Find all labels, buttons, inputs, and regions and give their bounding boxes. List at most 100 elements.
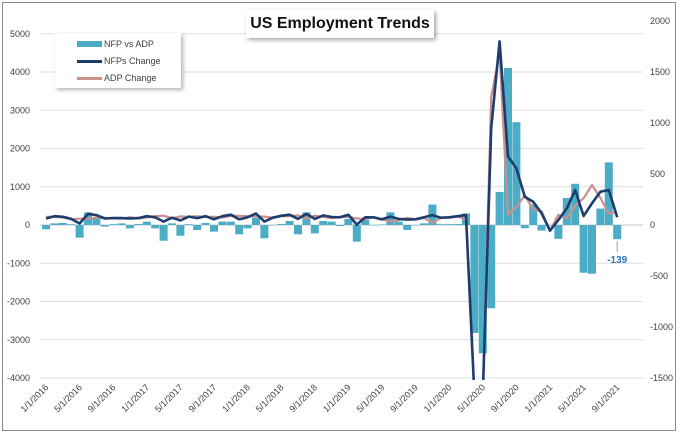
x-axis-tick-label: 5/1/2021 — [556, 382, 588, 414]
bar-nfp-vs-adp — [226, 221, 235, 225]
x-axis-tick-label: 9/1/2017 — [187, 382, 219, 414]
bar-nfp-vs-adp — [596, 208, 605, 225]
x-axis-tick-label: 9/1/2021 — [590, 382, 622, 414]
bar-nfp-vs-adp — [50, 223, 59, 225]
chart-frame — [2, 2, 676, 431]
left-axis-tick-label: 3000 — [10, 105, 30, 115]
bar-nfp-vs-adp — [411, 225, 420, 226]
bar-nfp-vs-adp — [109, 224, 118, 225]
bar-nfp-vs-adp — [394, 221, 403, 225]
bar-nfp-vs-adp — [193, 225, 202, 230]
left-axis-tick-label: -1000 — [7, 258, 30, 268]
legend-label: NFPs Change — [104, 56, 161, 66]
bar-nfp-vs-adp — [344, 218, 353, 225]
x-axis-tick-label: 9/1/2020 — [489, 382, 521, 414]
legend-swatch-line — [77, 76, 102, 80]
legend-label: ADP Change — [104, 73, 157, 83]
legend-item-nfps-change: NFPs Change — [77, 54, 161, 68]
x-axis-tick-label: 1/1/2019 — [321, 382, 353, 414]
bar-nfp-vs-adp — [520, 225, 529, 229]
bar-nfp-vs-adp — [100, 225, 109, 227]
line-nfps-change — [45, 40, 619, 380]
bar-nfp-vs-adp — [277, 223, 286, 225]
bar-nfp-vs-adp — [168, 223, 176, 225]
x-axis-tick-label: 5/1/2020 — [455, 382, 487, 414]
bar-nfp-vs-adp — [176, 225, 185, 236]
bar-nfp-vs-adp — [403, 225, 412, 230]
bar-nfp-vs-adp — [512, 122, 521, 225]
bar-nfp-vs-adp — [235, 225, 244, 235]
bar-nfp-vs-adp — [218, 221, 227, 225]
data-label: -139 — [607, 255, 627, 266]
left-axis-tick-label: 2000 — [10, 144, 30, 154]
x-axis-tick-label: 1/1/2017 — [119, 382, 151, 414]
bar-nfp-vs-adp — [294, 225, 302, 235]
chart-title: US Employment Trends — [246, 10, 434, 38]
x-axis-tick-label: 9/1/2019 — [388, 382, 420, 414]
right-axis-tick-label: 500 — [650, 169, 665, 179]
left-axis-tick-label: 1000 — [10, 182, 30, 192]
bar-nfp-vs-adp — [319, 221, 328, 225]
bar-nfp-vs-adp — [445, 224, 454, 225]
bar-nfp-vs-adp — [142, 221, 151, 225]
x-axis-tick-label: 5/1/2016 — [52, 382, 84, 414]
right-axis-tick-label: 2000 — [650, 16, 670, 26]
bar-nfp-vs-adp — [268, 225, 277, 226]
bar-nfp-vs-adp — [336, 225, 344, 227]
bar-nfp-vs-adp — [67, 224, 76, 225]
x-axis-tick-label: 5/1/2018 — [254, 382, 286, 414]
right-axis-tick-label: 0 — [650, 220, 655, 230]
bar-nfp-vs-adp — [420, 223, 428, 225]
legend-item-adp-change: ADP Change — [77, 71, 156, 85]
left-axis-tick-label: 0 — [25, 220, 30, 230]
bar-nfp-vs-adp — [75, 225, 84, 238]
x-axis-tick-label: 1/1/2020 — [422, 382, 454, 414]
bar-nfp-vs-adp — [210, 225, 218, 232]
x-axis-tick-label: 9/1/2016 — [86, 382, 118, 414]
left-axis-tick-label: -4000 — [7, 373, 30, 383]
legend-swatch-line — [77, 59, 102, 63]
right-axis-tick-label: 1500 — [650, 67, 670, 77]
bar-nfp-vs-adp — [151, 225, 160, 229]
bar-nfp-vs-adp — [470, 225, 479, 333]
bar-nfp-vs-adp — [537, 225, 546, 231]
left-axis-tick-label: 4000 — [10, 67, 30, 77]
right-axis-tick-label: -1000 — [650, 322, 673, 332]
bar-nfp-vs-adp — [495, 192, 504, 225]
bar-nfp-vs-adp — [260, 225, 269, 239]
bar-nfp-vs-adp — [579, 225, 588, 273]
bar-nfp-vs-adp — [201, 222, 210, 225]
bar-nfp-vs-adp — [478, 225, 487, 354]
bar-nfp-vs-adp — [487, 225, 496, 309]
bar-nfp-vs-adp — [436, 224, 445, 225]
legend-label: NFP vs ADP — [104, 39, 154, 49]
x-axis-tick-label: 9/1/2018 — [287, 382, 319, 414]
bar-nfp-vs-adp — [243, 225, 252, 229]
left-axis-tick-label: 5000 — [10, 29, 30, 39]
bar-nfp-vs-adp — [361, 220, 370, 225]
bar-nfp-vs-adp — [613, 225, 622, 240]
x-axis-tick-label: 1/1/2021 — [523, 382, 555, 414]
left-axis-tick-label: -2000 — [7, 297, 30, 307]
bar-nfp-vs-adp — [378, 224, 386, 225]
bar-nfp-vs-adp — [453, 223, 462, 225]
bar-nfp-vs-adp — [562, 197, 571, 225]
bar-nfp-vs-adp — [58, 222, 67, 225]
chart-legend: NFP vs ADP NFPs Change ADP Change — [55, 33, 181, 88]
legend-item-nfp-vs-adp: NFP vs ADP — [77, 37, 154, 51]
bar-nfp-vs-adp — [327, 221, 336, 225]
bar-nfp-vs-adp — [310, 225, 319, 234]
bar-nfp-vs-adp — [184, 224, 193, 225]
bar-nfp-vs-adp — [352, 225, 361, 242]
bar-nfp-vs-adp — [369, 225, 378, 226]
x-axis-tick-label: 5/1/2017 — [153, 382, 185, 414]
bar-nfp-vs-adp — [134, 223, 143, 225]
x-axis-tick-label: 5/1/2019 — [355, 382, 387, 414]
right-axis-tick-label: -500 — [650, 271, 668, 281]
x-axis-tick-label: 1/1/2016 — [19, 382, 51, 414]
bar-nfp-vs-adp — [92, 218, 101, 225]
bar-nfp-vs-adp — [386, 212, 395, 225]
bar-nfp-vs-adp — [285, 221, 294, 225]
bar-nfp-vs-adp — [159, 225, 168, 241]
